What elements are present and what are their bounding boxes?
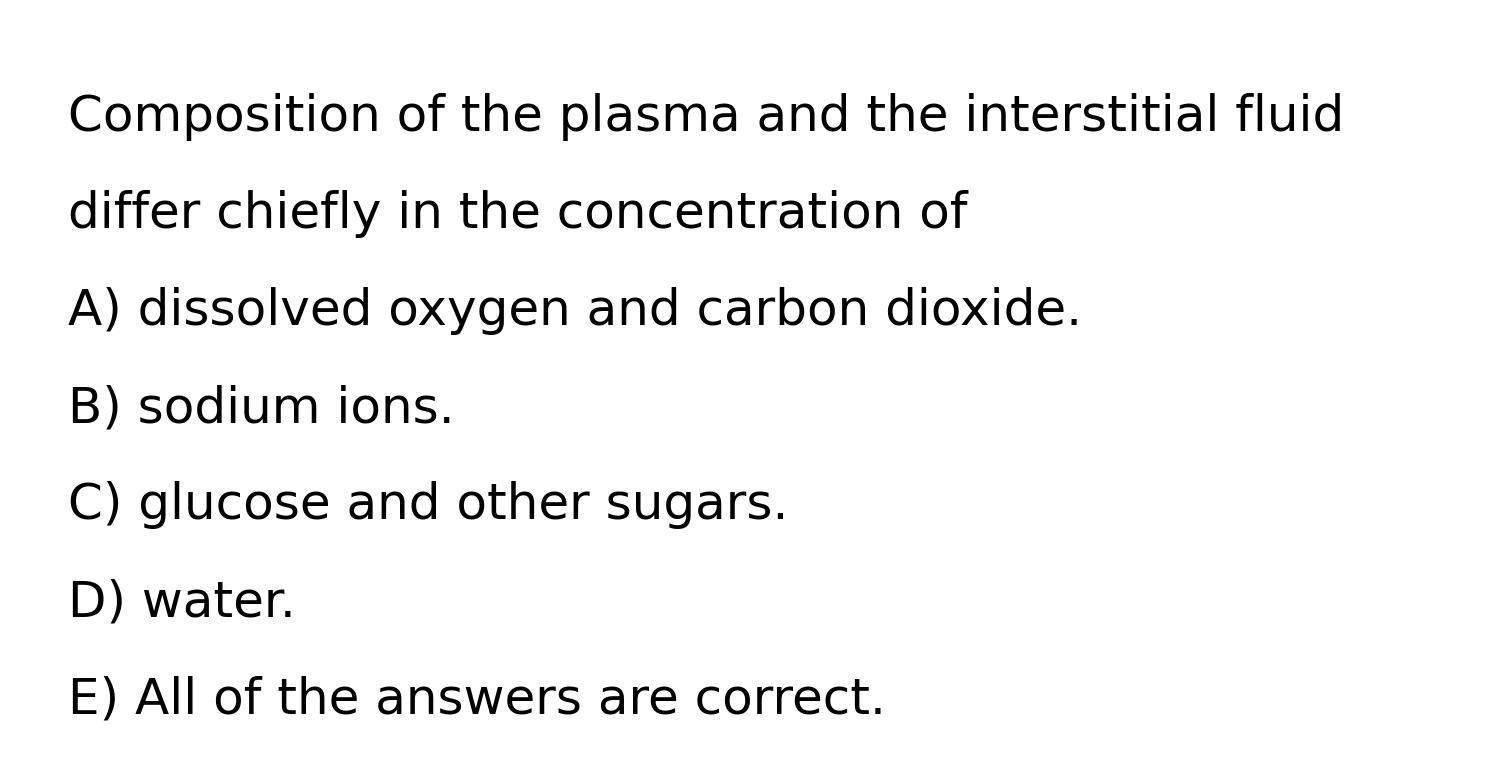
Text: E) All of the answers are correct.: E) All of the answers are correct. <box>68 675 885 723</box>
Text: D) water.: D) water. <box>68 578 296 626</box>
Text: C) glucose and other sugars.: C) glucose and other sugars. <box>68 481 788 529</box>
Text: Composition of the plasma and the interstitial fluid: Composition of the plasma and the inters… <box>68 93 1344 141</box>
Text: A) dissolved oxygen and carbon dioxide.: A) dissolved oxygen and carbon dioxide. <box>68 287 1082 335</box>
Text: differ chiefly in the concentration of: differ chiefly in the concentration of <box>68 190 968 238</box>
Text: B) sodium ions.: B) sodium ions. <box>68 384 454 432</box>
